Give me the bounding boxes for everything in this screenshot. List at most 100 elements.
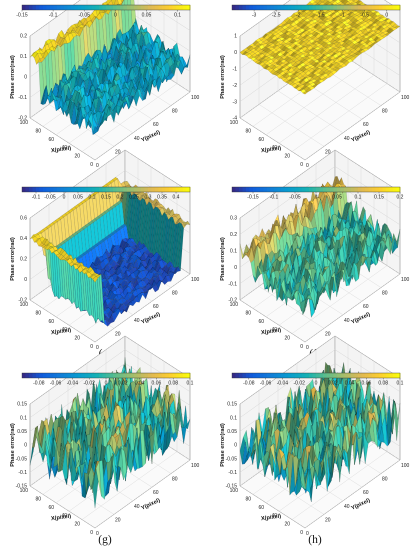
colorbar-tick-label: -0.5 — [360, 13, 369, 19]
colorbar-swatch — [246, 187, 250, 192]
z-tick-label: -2 — [233, 83, 238, 89]
colorbar-swatch — [277, 187, 282, 192]
surface-facet — [152, 78, 159, 92]
surface-facet — [150, 74, 157, 88]
z-axis-label: Phase error(rad) — [220, 237, 226, 281]
colorbar-swatch — [288, 5, 292, 10]
colorbar-swatch — [393, 5, 397, 10]
colorbar-swatch — [162, 5, 166, 10]
colorbar-swatch — [232, 5, 236, 10]
colorbar-swatch — [298, 5, 303, 10]
colorbar-swatch — [368, 187, 373, 192]
colorbar-swatch — [361, 187, 366, 192]
x-tick-label: 80 — [35, 310, 41, 316]
colorbar-swatch — [60, 187, 65, 192]
surface-facet — [85, 60, 91, 71]
colorbar-tick-label: -0.15 — [247, 195, 259, 201]
colorbar-swatch — [158, 5, 163, 10]
surface-facet — [157, 68, 163, 84]
surface-facet — [108, 106, 115, 123]
y-tick-label: 40 — [344, 318, 350, 324]
y-tick-label: 40 — [344, 136, 350, 142]
colorbar-swatch — [36, 373, 40, 378]
colorbar-swatch — [29, 373, 33, 378]
y-tick-label: 40 — [134, 136, 140, 142]
colorbar-swatch — [176, 5, 180, 10]
y-tick-label: 20 — [115, 149, 121, 155]
surface-facet — [114, 73, 120, 82]
y-tick-label: 20 — [325, 149, 331, 155]
colorbar-swatch — [106, 5, 110, 10]
surface-facet — [140, 89, 146, 101]
surface-facet — [125, 37, 131, 49]
colorbar-swatch — [151, 187, 156, 192]
colorbar-swatch — [347, 5, 352, 10]
x-axis-label: X(pixel) — [51, 146, 72, 155]
colorbar-swatch — [382, 187, 387, 192]
colorbar-swatch — [309, 187, 313, 192]
colorbar-swatch — [137, 187, 142, 192]
colorbar-swatch — [312, 5, 317, 10]
z-tick-label: 0 — [24, 75, 27, 81]
x-tick-label: 100 — [230, 302, 239, 308]
colorbar-swatch — [144, 187, 149, 192]
colorbar-swatch — [270, 5, 275, 10]
surface-facet — [120, 0, 124, 4]
colorbar-swatch — [305, 187, 310, 192]
surface-facet — [42, 85, 49, 105]
surface-plot-e: -0.200.20.40.6020406080100020406080100X(… — [10, 149, 200, 360]
colorbar-tick-label: 0 — [315, 195, 318, 201]
y-tick-label: 60 — [153, 304, 159, 310]
z-tick-label: 0.1 — [20, 54, 27, 60]
colorbar-swatch — [183, 187, 187, 192]
colorbar-swatch — [277, 5, 282, 10]
colorbar-swatch — [253, 5, 257, 10]
z-tick-label: -0.1 — [18, 95, 27, 101]
colorbar-tick-label: -0.05 — [289, 195, 301, 201]
z-tick-label: 0 — [24, 277, 27, 283]
colorbar-swatch — [141, 187, 145, 192]
colorbar-tick-label: 0 — [114, 13, 117, 19]
y-tick-label: 40 — [134, 504, 140, 510]
colorbar-swatch — [25, 5, 30, 10]
surface-facet — [298, 11, 305, 15]
y-axis-label: Y(pixel) — [350, 312, 371, 326]
colorbar-swatch — [186, 5, 191, 10]
colorbar-swatch — [39, 5, 44, 10]
surface-facet — [331, 0, 335, 2]
surface-facet — [281, 20, 287, 26]
surface-mesh — [29, 0, 191, 135]
colorbar-swatch — [267, 187, 271, 192]
y-tick-label: 80 — [172, 291, 178, 297]
y-tick-label: 100 — [191, 95, 200, 101]
colorbar-swatch — [295, 5, 299, 10]
colorbar-swatch — [127, 5, 131, 10]
x-tick-label: 80 — [35, 128, 41, 134]
z-axis-label: Phase error(rad) — [10, 55, 16, 99]
y-tick-label: 60 — [363, 304, 369, 310]
colorbar-swatch — [102, 5, 107, 10]
colorbar-swatch — [242, 5, 247, 10]
z-tick-label: -0.1 — [228, 281, 237, 287]
z-tick-label: 0.1 — [230, 249, 237, 255]
y-tick-label: 20 — [115, 517, 121, 523]
colorbar-tick-label: 0.2 — [117, 195, 124, 201]
surface-facet — [250, 48, 257, 53]
surface-facet — [45, 49, 52, 55]
colorbar-swatch — [78, 5, 82, 10]
x-tick-label: 60 — [48, 137, 54, 143]
colorbar-swatch — [379, 5, 383, 10]
colorbar-swatch — [326, 187, 331, 192]
colorbar-swatch — [340, 187, 345, 192]
colorbar-swatch — [109, 187, 114, 192]
z-tick-label: 0 — [234, 265, 237, 271]
colorbar-swatch — [386, 187, 390, 192]
colorbar-swatch — [179, 5, 184, 10]
surface-facet — [119, 49, 125, 63]
colorbar-tick-label: 0.1 — [355, 195, 362, 201]
surface-facet — [92, 125, 99, 135]
surface-facet — [313, 11, 320, 15]
colorbar-tick-label: -3 — [252, 13, 257, 19]
surface-facet — [332, 0, 338, 2]
